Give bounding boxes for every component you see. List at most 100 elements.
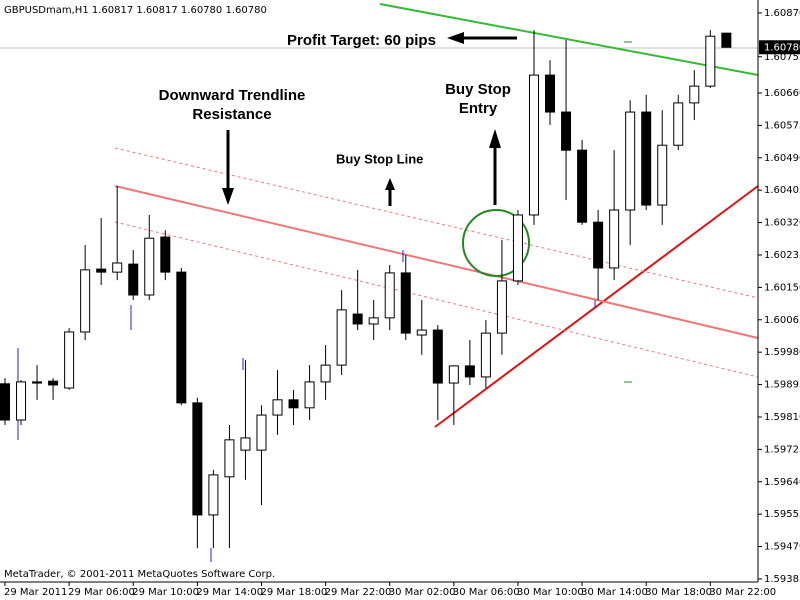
candle	[16, 379, 27, 425]
footer: MetaTrader, © 2001-2011 MetaQuotes Softw…	[4, 569, 275, 580]
candle	[689, 70, 700, 121]
candle-body	[320, 364, 331, 383]
candle	[609, 150, 620, 281]
channel-lower	[114, 221, 759, 378]
candle	[48, 378, 59, 400]
candle-body	[208, 474, 219, 516]
candle-body	[304, 381, 315, 409]
candle	[256, 405, 267, 506]
y-tick-label: 1.60065	[764, 315, 800, 326]
candle	[593, 210, 604, 300]
arrows	[222, 32, 517, 206]
y-tick-label: 1.60405	[764, 185, 800, 196]
candle	[545, 60, 556, 126]
candle	[673, 94, 684, 151]
x-tick-label: 29 Mar 18:00	[260, 587, 327, 598]
candle-body	[577, 149, 588, 223]
y-tick-label: 1.59555	[764, 509, 800, 520]
candle-body	[176, 271, 187, 404]
candle-body	[496, 280, 507, 334]
candle	[496, 240, 507, 355]
candle	[657, 110, 668, 225]
y-tick-label: 1.60660	[764, 88, 800, 99]
candle	[112, 185, 123, 281]
y-tick-label: 1.60235	[764, 250, 800, 261]
x-tick-label: 30 Mar 14:00	[581, 587, 648, 598]
candle-body	[657, 144, 668, 206]
candle	[528, 30, 539, 225]
candle	[304, 365, 315, 421]
candle	[480, 320, 491, 388]
candle-body	[432, 329, 443, 384]
candle-body	[384, 272, 395, 319]
candle	[96, 218, 107, 286]
candle	[641, 94, 652, 211]
candle	[160, 230, 171, 281]
candle	[561, 40, 572, 201]
candle-body	[480, 332, 491, 378]
candle	[368, 299, 379, 340]
x-tick-label: 30 Mar 06:00	[453, 587, 520, 598]
y-tick-label: 1.59980	[764, 347, 800, 358]
y-tick-label: 1.59725	[764, 444, 800, 455]
candle	[352, 269, 363, 331]
arrow-head	[447, 32, 464, 44]
channel-upper	[114, 147, 759, 299]
candle-body	[561, 111, 572, 151]
arrow-head	[385, 178, 395, 190]
candle-body	[32, 381, 43, 384]
candle-body	[112, 262, 123, 273]
x-tick-label: 29 Mar 06:00	[68, 587, 135, 598]
candle	[192, 397, 203, 549]
y-tick-label: 1.59640	[764, 477, 800, 488]
candle-body	[224, 439, 235, 478]
candle-body	[512, 214, 523, 282]
candle	[320, 344, 331, 400]
resistance-trendline	[379, 3, 759, 76]
candle-body	[689, 85, 700, 104]
candle	[64, 328, 75, 390]
candle-body	[448, 365, 459, 384]
candle	[721, 32, 732, 48]
candle	[625, 100, 636, 246]
candle-body	[609, 209, 620, 269]
y-tick-label: 1.60490	[764, 153, 800, 164]
candle-body	[352, 313, 363, 325]
price-marker-label: 1.60780	[764, 42, 800, 53]
candle-body	[336, 309, 347, 366]
candle	[32, 365, 43, 400]
candle	[144, 214, 155, 300]
y-tick-label: 1.59895	[764, 380, 800, 391]
candle-body	[705, 35, 716, 87]
candle-body	[144, 237, 155, 296]
x-tick-label: 29 Mar 10:00	[132, 587, 199, 598]
candle-body	[528, 74, 539, 216]
candle	[80, 245, 91, 340]
y-tick-label: 1.60575	[764, 120, 800, 131]
candle-body	[96, 268, 107, 273]
candle-body	[288, 399, 299, 409]
x-tick-label: 30 Mar 22:00	[709, 587, 776, 598]
candle	[432, 325, 443, 421]
y-tick-label: 1.59470	[764, 542, 800, 553]
candle-body	[272, 399, 283, 416]
candle	[208, 469, 219, 549]
arrow-head	[222, 188, 234, 205]
candle-body	[673, 102, 684, 146]
x-tick-label: 30 Mar 02:00	[389, 587, 456, 598]
candle-body	[16, 381, 27, 421]
x-tick-label: 29 Mar 14:00	[196, 587, 263, 598]
candle	[240, 360, 251, 480]
candle-body	[625, 111, 636, 211]
candle	[577, 139, 588, 225]
candle-body	[368, 317, 379, 325]
candle	[224, 424, 235, 549]
annotation: Downward Trendline	[159, 87, 306, 104]
candle-body	[0, 383, 10, 421]
x-tick-label: 30 Mar 10:00	[517, 587, 584, 598]
candle	[272, 370, 283, 435]
y-tick-label: 1.60150	[764, 282, 800, 293]
candle-body	[641, 111, 652, 206]
